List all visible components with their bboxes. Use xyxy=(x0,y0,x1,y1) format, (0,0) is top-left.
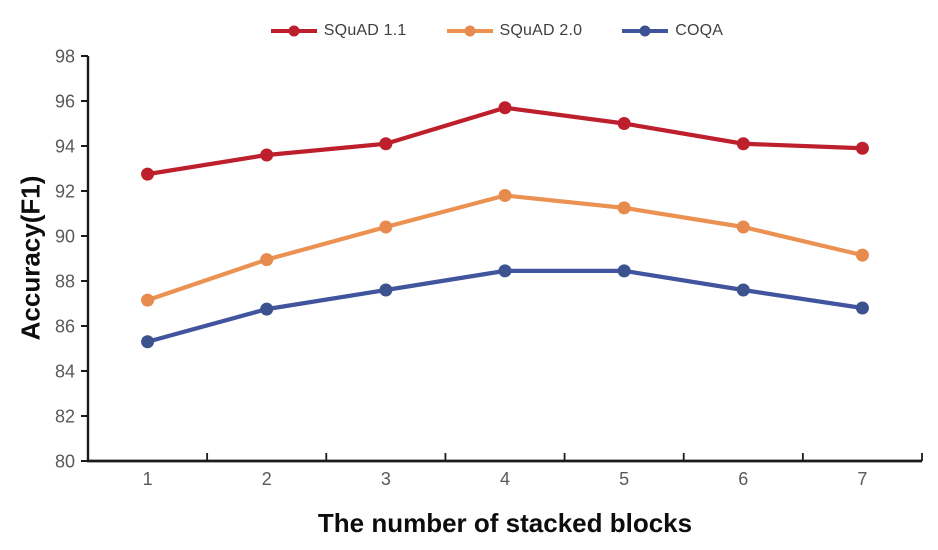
data-point-marker xyxy=(736,137,750,151)
legend-marker-icon xyxy=(270,25,317,37)
legend-label: COQA xyxy=(675,22,724,39)
legend-marker-icon xyxy=(446,25,493,37)
legend-label: SQuAD 1.1 xyxy=(323,22,407,39)
y-tick-label: 98 xyxy=(55,46,75,66)
x-tick-label: 1 xyxy=(143,469,153,489)
data-point-marker xyxy=(498,101,512,115)
x-tick-label: 5 xyxy=(619,469,629,489)
data-point-marker xyxy=(141,167,155,181)
data-point-marker xyxy=(379,137,393,151)
x-tick-label: 6 xyxy=(738,469,748,489)
series-line-squad-2-0 xyxy=(145,193,865,303)
y-tick-label: 92 xyxy=(55,181,75,201)
chart-legend: SQuAD 1.1 SQuAD 2.0 COQA xyxy=(28,20,938,42)
data-point-marker xyxy=(141,293,155,307)
legend-label: SQuAD 2.0 xyxy=(499,22,583,39)
data-point-marker xyxy=(379,283,393,297)
y-axis-title: Accuracy(F1) xyxy=(15,175,46,341)
x-tick-label: 7 xyxy=(857,469,867,489)
data-point-marker xyxy=(260,302,274,316)
data-point-marker xyxy=(855,141,869,155)
series-line-coqa xyxy=(145,268,865,344)
data-point-marker xyxy=(855,248,869,262)
data-point-marker xyxy=(498,264,512,278)
y-tick-label: 94 xyxy=(55,136,75,156)
data-point-marker xyxy=(260,253,274,267)
data-point-marker xyxy=(498,189,512,202)
data-point-marker xyxy=(379,220,393,234)
x-tick-label: 2 xyxy=(262,469,272,489)
x-tick-label: 4 xyxy=(500,469,510,489)
series-line-squad-1-1 xyxy=(145,105,865,177)
data-point-marker xyxy=(617,264,631,278)
data-point-marker xyxy=(736,220,750,234)
data-point-marker xyxy=(855,301,869,315)
data-point-marker xyxy=(141,335,155,349)
y-tick-label: 88 xyxy=(55,271,75,291)
legend-marker-icon xyxy=(622,25,669,37)
y-tick-label: 86 xyxy=(55,316,75,336)
y-tick-label: 90 xyxy=(55,226,75,246)
x-axis-title: The number of stacked blocks xyxy=(317,508,693,538)
y-tick-label: 80 xyxy=(55,451,75,471)
data-point-marker xyxy=(617,201,631,215)
legend-item-squad-2-0: SQuAD 2.0 xyxy=(446,22,583,40)
y-tick-label: 84 xyxy=(55,361,75,381)
data-point-marker xyxy=(617,117,631,130)
legend-item-coqa: COQA xyxy=(622,22,723,40)
y-tick-label: 82 xyxy=(55,406,75,426)
legend-item-squad-1-1: SQuAD 1.1 xyxy=(270,22,407,40)
data-point-marker xyxy=(736,283,750,297)
x-tick-label: 3 xyxy=(381,469,391,489)
y-tick-label: 96 xyxy=(55,91,75,111)
data-point-marker xyxy=(260,148,274,162)
